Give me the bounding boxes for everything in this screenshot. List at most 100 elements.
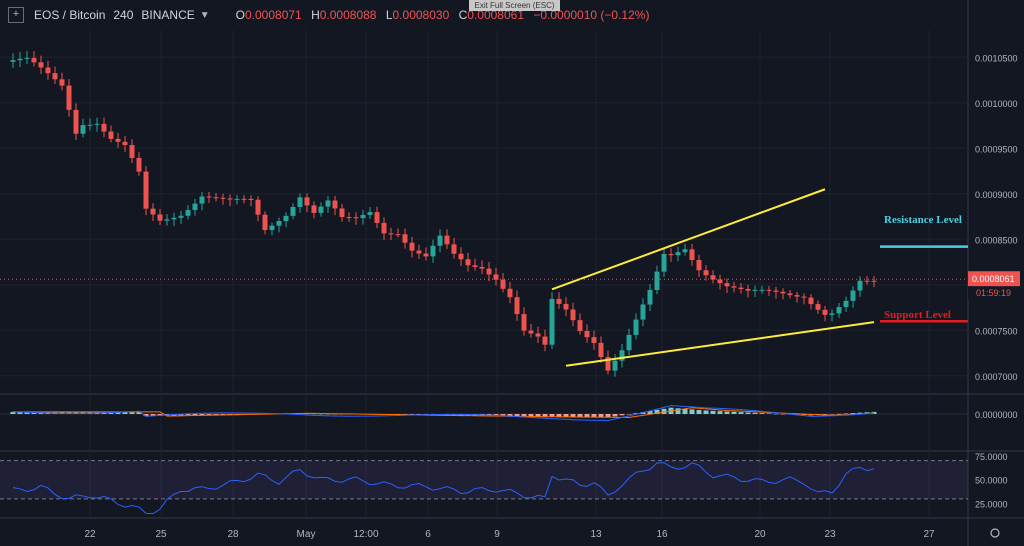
candle-body (206, 196, 212, 198)
candle-body (668, 253, 674, 256)
macd-histogram-bar (192, 414, 198, 416)
candle-body (787, 293, 793, 296)
candle-body (465, 259, 471, 266)
candle-body (710, 275, 716, 280)
price-axes: 0.0010500 0.0010000 0.0009500 0.0009000 0.00… (84, 53, 1020, 540)
macd-histogram-bar (647, 410, 653, 414)
macd-histogram-bar (150, 414, 156, 416)
plus-icon[interactable]: + (8, 7, 24, 23)
candle-body (815, 304, 821, 310)
macd-histogram-bar (528, 414, 534, 417)
macd-histogram-bar (822, 414, 828, 415)
candle-body (605, 357, 611, 371)
candle-body (850, 290, 856, 301)
price-tick-label: 0.0010500 (975, 53, 1018, 63)
candle-body (696, 259, 702, 271)
candle-body (500, 279, 506, 289)
time-tick-label: 6 (425, 529, 431, 540)
candle-body (514, 297, 520, 315)
macd-histogram-bar (871, 411, 877, 414)
candle-body (164, 219, 170, 221)
candle-body (661, 253, 667, 272)
macd-histogram-bar (514, 414, 520, 417)
macd-line (12, 405, 875, 421)
macd-histogram-bar (829, 414, 835, 415)
gear-icon[interactable] (990, 528, 1000, 538)
time-tick-label: May (297, 529, 316, 540)
candle-body (479, 266, 485, 269)
candle-body (836, 307, 842, 314)
candle-body (171, 217, 177, 220)
macd-histogram-bar (766, 413, 772, 414)
candle-body (808, 297, 814, 305)
last-price-label: 0.0008061 (972, 274, 1015, 284)
macd-histogram-bar (143, 414, 149, 417)
candle-body (864, 280, 870, 282)
candle-body (367, 212, 373, 215)
candle-body (535, 333, 541, 337)
candle-body (346, 217, 352, 219)
interval[interactable]: 240 (113, 8, 134, 22)
candle-body (682, 249, 688, 253)
candle-body (724, 283, 730, 287)
candle-body (45, 67, 51, 74)
chevron-down-icon[interactable]: ▼ (199, 9, 210, 21)
rsi-line (12, 462, 875, 515)
open-value: 0.0008071 (245, 8, 302, 22)
candle-body (521, 314, 527, 331)
candle-body (542, 336, 548, 345)
candle-body (738, 287, 744, 289)
price-tick-label: 0.0009000 (975, 190, 1018, 200)
macd-histogram-bar (318, 413, 324, 415)
symbol-name[interactable]: EOS / Bitcoin (34, 8, 106, 22)
low-label: L (385, 8, 393, 22)
candle-body (38, 62, 44, 68)
macd-histogram-bar (731, 411, 737, 414)
macd-histogram-bar (773, 413, 779, 415)
candle-body (430, 245, 436, 257)
candle-body (773, 290, 779, 292)
macd-histogram-bar (591, 414, 597, 418)
candle-body (318, 206, 324, 213)
candle-body (507, 288, 513, 298)
candle-body (689, 249, 695, 260)
candle-body (304, 197, 310, 206)
candle-body (633, 319, 639, 335)
candle-body (563, 303, 569, 310)
candle-body (591, 337, 597, 343)
candle-body (311, 205, 317, 213)
candle-body (675, 252, 681, 256)
candle-body (423, 253, 429, 257)
price-tick-label: 0.0010000 (975, 99, 1018, 109)
time-tick-label: 12:00 (353, 529, 378, 540)
exit-fullscreen-button[interactable]: Exit Full Screen (ESC) (469, 0, 560, 11)
candle-body (801, 296, 807, 298)
macd-histogram-bar (682, 408, 688, 414)
candle-body (444, 235, 450, 245)
candle-body (871, 280, 877, 282)
candle-body (570, 309, 576, 321)
time-tick-label: 9 (494, 529, 500, 540)
candle-body (647, 290, 653, 305)
macd-tick-label: 0.0000000 (975, 410, 1018, 420)
candle-body (122, 141, 128, 146)
macd-histogram-bar (227, 414, 233, 415)
macd-histogram-bar (626, 414, 632, 415)
macd-histogram-bar (703, 410, 709, 414)
candle-body (108, 131, 114, 139)
candle-body (766, 289, 772, 291)
macd-histogram-bar (836, 413, 842, 415)
candle-body (360, 214, 366, 219)
ohlc-values: O0.0008071 H0.0008088 L0.0008030 C0.0008… (230, 8, 650, 22)
candle-body (626, 334, 632, 351)
macd-histogram-bar (605, 414, 611, 418)
macd-histogram-bar (206, 414, 212, 415)
macd-histogram-bar (577, 414, 583, 418)
candle-body (374, 212, 380, 223)
macd-histogram-bar (115, 411, 121, 414)
drawing-overlays (0, 188, 968, 367)
candle-body (59, 79, 65, 86)
